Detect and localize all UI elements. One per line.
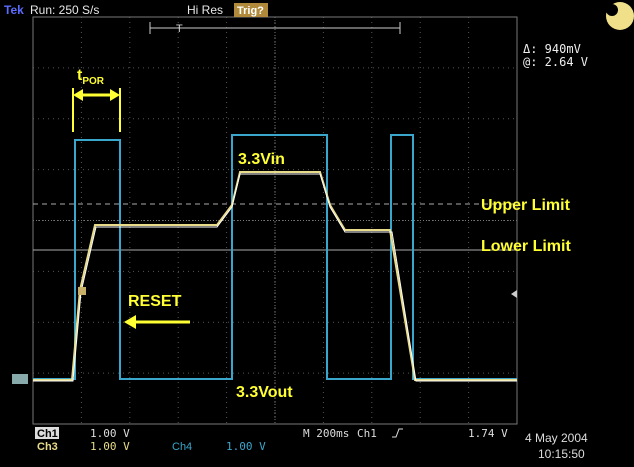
vin-label: 3.3Vin (238, 151, 285, 168)
background (0, 0, 634, 467)
lower-limit-label: Lower Limit (481, 238, 571, 255)
ch4-label: Ch4 (172, 441, 192, 453)
ch4-scale: 1.00 V (226, 440, 266, 453)
run-status: Run: 250 S/s (30, 3, 99, 17)
brand: Tek (4, 3, 24, 17)
trigger-point (78, 287, 86, 295)
tpor-sub: POR (82, 76, 104, 87)
trigger-status: Trig? (237, 5, 264, 17)
acq-mode: Hi Res (187, 3, 223, 17)
trig-source: Ch1 (357, 427, 377, 440)
ch1-label: Ch1 (37, 428, 58, 440)
date: 4 May 2004 (525, 431, 588, 445)
ch1-scale: 1.00 V (90, 427, 130, 440)
cursor-delta: Δ: 940mV (523, 42, 581, 56)
trig-level: 1.74 V (468, 427, 508, 440)
timebase: M 200ms (303, 427, 349, 440)
ground-marker (12, 374, 28, 384)
oscilloscope-screen: Tek Run: 250 S/s Hi Res Trig? T Δ: 940mV… (0, 0, 634, 467)
ch3-label: Ch3 (37, 441, 58, 453)
logo-hole (606, 4, 618, 16)
reset-label: RESET (128, 293, 182, 310)
vout-label: 3.3Vout (236, 384, 293, 401)
cursor-at: @: 2.64 V (523, 55, 588, 69)
ch3-scale: 1.00 V (90, 440, 130, 453)
upper-limit-label: Upper Limit (481, 197, 571, 214)
trigger-marker: T (176, 23, 183, 35)
time: 10:15:50 (538, 447, 585, 461)
